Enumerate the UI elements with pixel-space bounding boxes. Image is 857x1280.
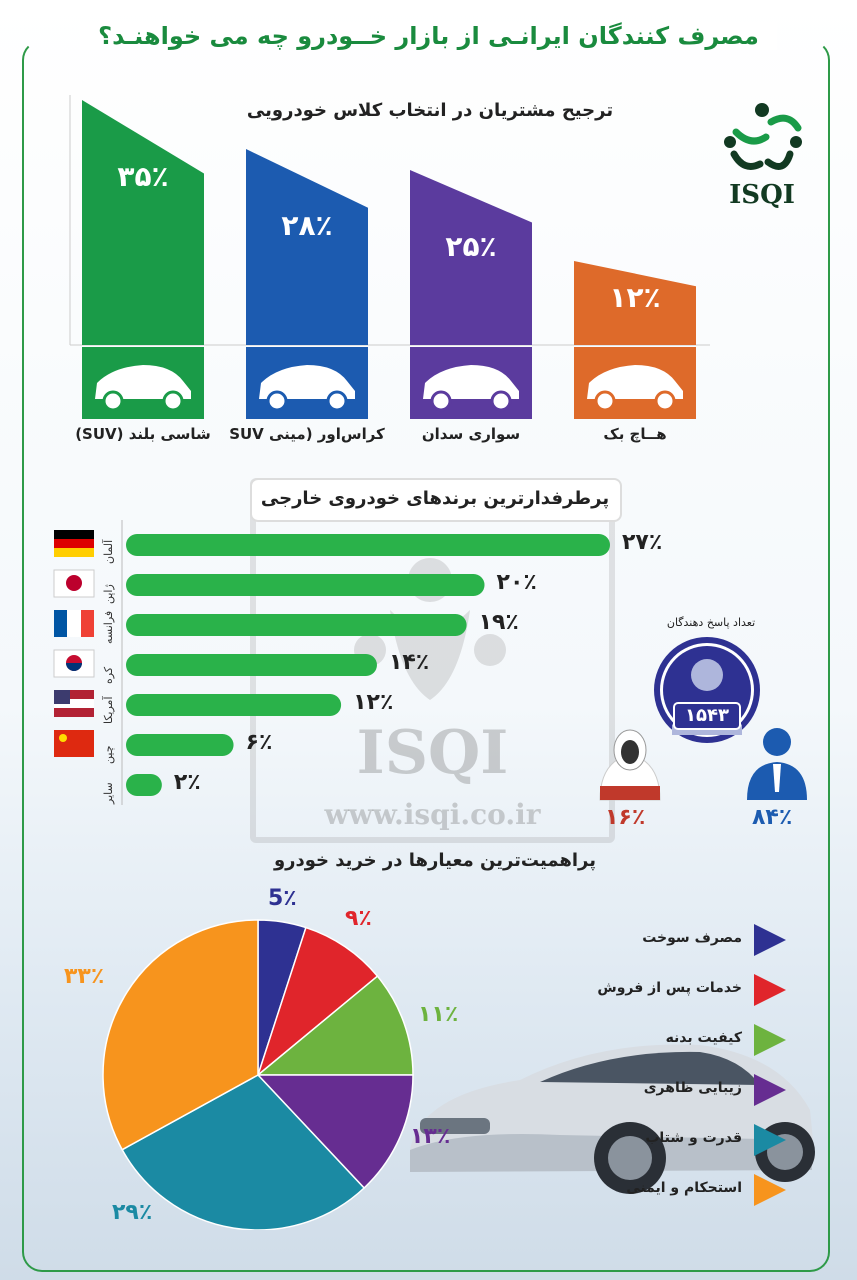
flag-icon xyxy=(54,530,94,557)
legend-marker-icon xyxy=(754,924,786,956)
pie-slice-value: ۲۹٪ xyxy=(112,1200,153,1225)
pie-slice xyxy=(121,1074,366,1230)
car-icon xyxy=(259,365,355,399)
legend-label: قدرت و شتاب xyxy=(645,1130,742,1146)
wheel-icon xyxy=(594,390,616,412)
page-title: مصرف کنندگان ایرانـی از بازار خــودرو چه… xyxy=(80,22,777,50)
brand-bar-value: ۱۴٪ xyxy=(388,650,430,675)
brand-category-label: کره xyxy=(102,666,115,684)
respondents-count: ۱۵۴۳ xyxy=(685,705,729,726)
flag-icon xyxy=(54,690,94,717)
flag-icon xyxy=(53,569,95,598)
class-bar xyxy=(574,261,696,345)
brand-title-box xyxy=(250,478,622,522)
brand-bar-value: ۱۲٪ xyxy=(353,690,394,715)
brand-category-label: چین xyxy=(102,745,115,765)
brand-category-label: آمریکا xyxy=(102,696,115,724)
pie-slice-value: ۱۳٪ xyxy=(410,1124,451,1149)
pie-slice-value: 5٪ xyxy=(268,886,297,911)
pie-slice-value: ۱۱٪ xyxy=(418,1002,459,1027)
legend-label: مصرف سوخت xyxy=(642,930,742,946)
brand-bar xyxy=(126,774,162,796)
legend-marker-icon xyxy=(754,1024,786,1056)
brand-bar xyxy=(126,654,377,676)
class-bar xyxy=(410,170,532,345)
wheel-icon xyxy=(102,390,124,412)
sports-car-icon xyxy=(410,1044,815,1194)
isqi-logo-text: ISQI xyxy=(729,180,795,210)
pie-slice-value: ۳۳٪ xyxy=(64,964,105,989)
brand-category-label: فرانسه xyxy=(102,610,115,644)
brand-chart-title: پرطرفدارترین برندهای خودروی خارجی xyxy=(260,488,610,509)
brand-chart xyxy=(53,520,610,805)
pie-slice xyxy=(256,1074,414,1190)
female-pct: ۱۶٪ xyxy=(605,805,646,830)
pie-chart-title: پراهمیت‌ترین معیارها در خرید خودرو xyxy=(273,850,597,871)
title-wrap: مصرف کنندگان ایرانـی از بازار خــودرو چه… xyxy=(0,22,857,50)
class-bar-value: ۱۲٪ xyxy=(609,281,661,314)
wheel-icon xyxy=(654,390,676,412)
female-icon xyxy=(599,729,661,801)
brand-bar-value: ۱۹٪ xyxy=(478,610,519,635)
class-category-label: سواری سدان xyxy=(421,425,521,443)
brand-bar-value: ۶٪ xyxy=(245,730,273,755)
legend-marker-icon xyxy=(754,1174,786,1206)
pie-slice xyxy=(102,919,259,1151)
legend-label: زیبایی ظاهری xyxy=(643,1080,742,1096)
watermark-text: ISQI xyxy=(356,718,509,788)
car-icon xyxy=(587,365,683,399)
legend-marker-icon xyxy=(754,1074,786,1106)
car-icon xyxy=(423,365,519,399)
isqi-logo-icon xyxy=(724,103,802,170)
brand-category-label: سایر xyxy=(102,782,115,804)
class-bar-value: ۳۵٪ xyxy=(117,160,169,193)
brand-category-label: ژاپن xyxy=(102,584,115,604)
flag-icon xyxy=(53,649,95,678)
class-chart xyxy=(69,95,710,419)
car-icon xyxy=(95,365,191,399)
class-bar xyxy=(246,149,368,345)
wheel-icon xyxy=(326,390,348,412)
legend-marker-icon xyxy=(754,974,786,1006)
class-bar-value: ۲۵٪ xyxy=(445,230,497,263)
wheel-icon xyxy=(266,390,288,412)
class-category-label: شاسی بلند (SUV) xyxy=(75,425,211,443)
brand-category-label: آلمان xyxy=(102,539,115,564)
brand-bar-value: ۲۰٪ xyxy=(496,570,537,595)
class-bar xyxy=(82,100,204,345)
wheel-icon xyxy=(162,390,184,412)
wheel-icon xyxy=(490,390,512,412)
male-icon xyxy=(747,728,807,800)
class-category-label: کراس‌اور (مینی SUV xyxy=(229,425,385,443)
brand-bar xyxy=(126,534,610,556)
brand-bar xyxy=(126,574,485,596)
pie-slice xyxy=(256,926,379,1078)
brand-bar-value: ۲٪ xyxy=(173,770,201,795)
legend-marker-icon xyxy=(754,1124,786,1156)
class-category-label: هــاچ بک xyxy=(603,425,667,443)
male-pct: ۸۴٪ xyxy=(752,805,793,830)
class-bar-value: ۲۸٪ xyxy=(281,209,333,242)
brand-bar xyxy=(126,694,342,716)
pie-slice-value: ۹٪ xyxy=(345,906,372,931)
respondents-label: تعداد پاسخ دهندگان xyxy=(666,616,756,629)
brand-bar xyxy=(126,734,234,756)
pie-slice xyxy=(255,975,414,1076)
respondents-avatar-icon xyxy=(654,637,760,743)
wheel-icon xyxy=(430,390,452,412)
class-chart-title: ترجیح مشتریان در انتخاب کلاس خودرویی xyxy=(246,100,614,121)
watermark-url: www.isqi.co.ir xyxy=(324,798,541,831)
flag-icon xyxy=(54,730,94,757)
legend-label: استحکام و ایمنی xyxy=(626,1180,742,1196)
flag-icon xyxy=(54,610,94,637)
legend-label: خدمات پس از فروش xyxy=(597,980,742,996)
brand-bar-value: ۲۷٪ xyxy=(622,530,663,555)
legend-label: کیفیت بدنه xyxy=(665,1030,742,1046)
brand-bar xyxy=(126,614,467,636)
page-frame xyxy=(22,40,830,1272)
pie-chart xyxy=(102,919,414,1230)
